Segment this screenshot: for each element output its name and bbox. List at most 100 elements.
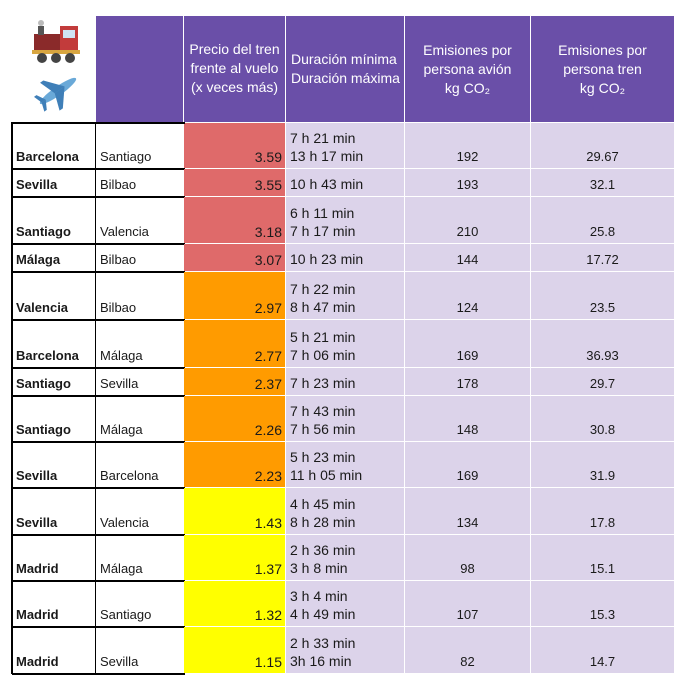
origin-city: Santiago	[16, 422, 71, 437]
duration-max: 3h 16 min	[290, 653, 352, 669]
train-icon	[32, 20, 80, 63]
plane-emissions: 178	[405, 368, 530, 395]
header-blank	[96, 16, 183, 122]
duration: 7 h 43 min 7 h 56 min	[286, 396, 404, 441]
airplane-icon	[34, 77, 77, 112]
plane-emissions: 134	[405, 488, 530, 534]
plane-emissions: 82	[405, 627, 530, 673]
price-ratio: 2.23	[184, 442, 285, 487]
plane-emissions: 98	[405, 535, 530, 580]
destination-city: Valencia	[100, 515, 149, 530]
duration-min: 7 h 21 min	[290, 130, 356, 146]
row-divider	[12, 122, 185, 124]
destination-city: Barcelona	[100, 468, 159, 483]
train-emissions: 15.1	[531, 535, 674, 580]
price-ratio: 3.55	[184, 169, 285, 196]
duration: 6 h 11 min 7 h 17 min	[286, 197, 404, 243]
destination-city: Bilbao	[100, 177, 137, 192]
duration: 10 h 43 min	[286, 169, 404, 196]
train-emissions: 29.67	[531, 123, 674, 168]
price-ratio: 2.97	[184, 272, 285, 319]
train-emissions: 30.8	[531, 396, 674, 441]
duration-min: 5 h 23 min	[290, 449, 356, 465]
origin-city: Santiago	[16, 376, 71, 391]
plane-emissions: 144	[405, 244, 530, 271]
duration-max: 7 h 17 min	[290, 223, 356, 239]
destination-city: Málaga	[100, 348, 143, 363]
duration-max: 13 h 17 min	[290, 148, 364, 164]
origin-city: Sevilla	[16, 468, 58, 483]
price-ratio: 1.32	[184, 581, 285, 626]
train-emissions: 17.72	[531, 244, 674, 271]
origin-city: Barcelona	[16, 348, 79, 363]
duration: 2 h 33 min 3h 16 min	[286, 627, 404, 673]
destination-city: Málaga	[100, 422, 143, 437]
table-left-border	[11, 122, 13, 674]
origin-city: Málaga	[16, 252, 61, 267]
origin-city: Madrid	[16, 561, 59, 576]
row-divider	[12, 580, 185, 582]
row-divider	[12, 271, 185, 273]
plane-emissions: 192	[405, 123, 530, 168]
destination-city: Málaga	[100, 561, 143, 576]
origin-city: Madrid	[16, 607, 59, 622]
duration: 5 h 23 min 11 h 05 min	[286, 442, 404, 487]
destination-city: Santiago	[100, 607, 152, 622]
duration-min: 5 h 21 min	[290, 329, 356, 345]
plane-emissions: 169	[405, 442, 530, 487]
plane-emissions: 210	[405, 197, 530, 243]
train-emissions: 15.3	[531, 581, 674, 626]
duration: 7 h 21 min 13 h 17 min	[286, 123, 404, 168]
duration: 7 h 23 min	[286, 368, 404, 395]
header-price-ratio: Precio del tren frente al vuelo (x veces m…	[184, 16, 285, 122]
row-divider	[12, 626, 185, 628]
duration: 7 h 22 min 8 h 47 min	[286, 272, 404, 319]
origin-city: Barcelona	[16, 149, 79, 164]
duration-min: 2 h 33 min	[290, 635, 356, 651]
duration-max: 7 h 56 min	[290, 421, 356, 437]
plane-emissions: 193	[405, 169, 530, 196]
duration: 2 h 36 min 3 h 8 min	[286, 535, 404, 580]
row-divider	[12, 196, 185, 198]
city-column-divider	[95, 122, 96, 674]
duration-min: 6 h 11 min	[290, 205, 355, 221]
duration-max: 10 h 43 min	[290, 176, 364, 192]
destination-city: Sevilla	[100, 654, 139, 669]
duration-max: 10 h 23 min	[290, 251, 364, 267]
train-emissions: 31.9	[531, 442, 674, 487]
duration-max: 7 h 23 min	[290, 375, 356, 391]
duration-max: 7 h 06 min	[290, 347, 356, 363]
duration-max: 11 h 05 min	[290, 467, 363, 483]
train-emissions: 29.7	[531, 368, 674, 395]
train-emissions: 14.7	[531, 627, 674, 673]
origin-city: Santiago	[16, 224, 71, 239]
price-ratio: 2.77	[184, 320, 285, 367]
plane-emissions: 169	[405, 320, 530, 367]
train-emissions: 17.8	[531, 488, 674, 534]
row-divider	[12, 673, 185, 675]
origin-city: Sevilla	[16, 177, 58, 192]
duration-min: 7 h 43 min	[290, 403, 356, 419]
row-divider	[12, 319, 185, 321]
price-ratio: 3.18	[184, 197, 285, 243]
header-train-emissions: Emisiones por persona tren kg CO₂	[531, 16, 674, 122]
origin-city: Madrid	[16, 654, 59, 669]
plane-emissions: 124	[405, 272, 530, 319]
header-plane-emissions: Emisiones por persona avión kg CO₂	[405, 16, 530, 122]
train-emissions: 36.93	[531, 320, 674, 367]
row-divider	[12, 243, 185, 245]
row-divider	[12, 487, 185, 489]
row-divider	[12, 395, 185, 397]
row-divider	[12, 367, 185, 369]
duration-min: 4 h 45 min	[290, 496, 356, 512]
duration-max: 8 h 47 min	[290, 299, 356, 315]
duration-max: 8 h 28 min	[290, 514, 356, 530]
plane-emissions: 148	[405, 396, 530, 441]
price-ratio: 2.37	[184, 368, 285, 395]
train-emissions: 32.1	[531, 169, 674, 196]
price-ratio: 3.59	[184, 123, 285, 168]
duration-max: 3 h 8 min	[290, 560, 348, 576]
price-ratio: 2.26	[184, 396, 285, 441]
duration: 5 h 21 min 7 h 06 min	[286, 320, 404, 367]
header-duration: Duración mínima Duración máxima	[286, 16, 404, 122]
